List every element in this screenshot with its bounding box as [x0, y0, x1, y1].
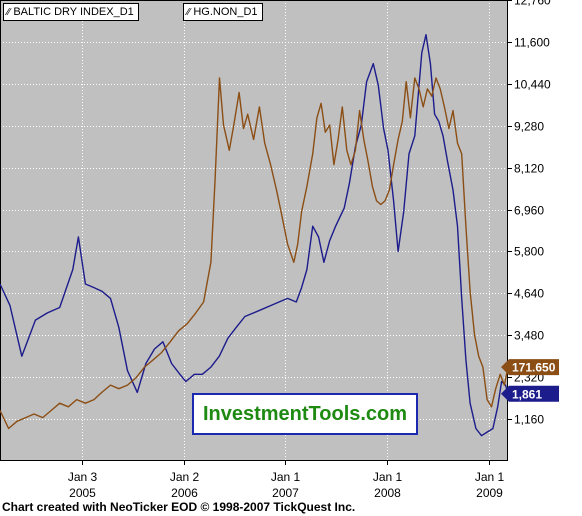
series-layer — [0, 34, 509, 437]
y-tick-label: 4,640 — [514, 287, 544, 301]
y-axis: 12,760 11,600 10,440 9,280 8,120 6,960 5,800 4,… — [508, 0, 551, 427]
y-tick-label: 10,440 — [514, 78, 551, 92]
x-tick-label: Jan 3 — [68, 470, 98, 484]
legend-hg-label: HG.NON_D1 — [193, 6, 258, 18]
series-line-hg-non — [0, 77, 509, 430]
x-tick-year: 2006 — [171, 486, 198, 500]
last-value-marker-baltic: 1,861 — [501, 385, 559, 402]
x-tick-label: Jan 1 — [271, 470, 301, 484]
last-value-tag — [501, 359, 559, 376]
legend-hg: ∕∕ HG.NON_D1 — [183, 3, 263, 21]
y-tick-label: 12,760 — [514, 0, 551, 8]
last-value-tag — [501, 385, 559, 402]
x-tick-year: 2008 — [374, 486, 401, 500]
legend-baltic: ∕∕ BALTIC DRY INDEX_D1 — [3, 3, 139, 21]
plot-area — [0, 0, 508, 461]
y-tick-label: 1,160 — [514, 413, 544, 427]
x-tick-label: Jan 1 — [475, 470, 505, 484]
x-tick-label: Jan 1 — [373, 470, 403, 484]
footer-credit: Chart created with NeoTicker EOD © 1998-… — [2, 500, 356, 514]
grid — [0, 0, 508, 461]
y-tick-label: 3,480 — [514, 329, 544, 343]
watermark: InvestmentTools.com — [192, 393, 418, 435]
line-chart-icon: ∕∕ — [187, 7, 191, 18]
series-line-baltic-dry-index — [0, 34, 509, 437]
y-tick-label: 8,120 — [514, 162, 544, 176]
plot-frame — [0, 0, 508, 461]
y-tick-label: 9,280 — [514, 120, 544, 134]
x-tick-label: Jan 2 — [170, 470, 200, 484]
last-value-markers: 1,861 171.650 — [501, 359, 559, 402]
y-tick-label: 5,800 — [514, 245, 544, 259]
last-value-marker-hg: 171.650 — [501, 359, 559, 376]
x-tick-year: 2007 — [272, 486, 299, 500]
x-tick-year: 2009 — [476, 486, 503, 500]
y-tick-label: 6,960 — [514, 204, 544, 218]
last-value-label: 171.650 — [512, 361, 556, 375]
last-value-label: 1,861 — [512, 387, 542, 401]
y-tick-label: 11,600 — [514, 36, 550, 50]
x-axis: Jan 3 2005 Jan 2 2006 Jan 1 2007 Jan 1 2008 Jan … — [68, 461, 505, 500]
line-chart-icon: ∕∕ — [7, 7, 11, 18]
legend-baltic-label: BALTIC DRY INDEX_D1 — [13, 6, 134, 18]
x-tick-year: 2005 — [69, 486, 96, 500]
